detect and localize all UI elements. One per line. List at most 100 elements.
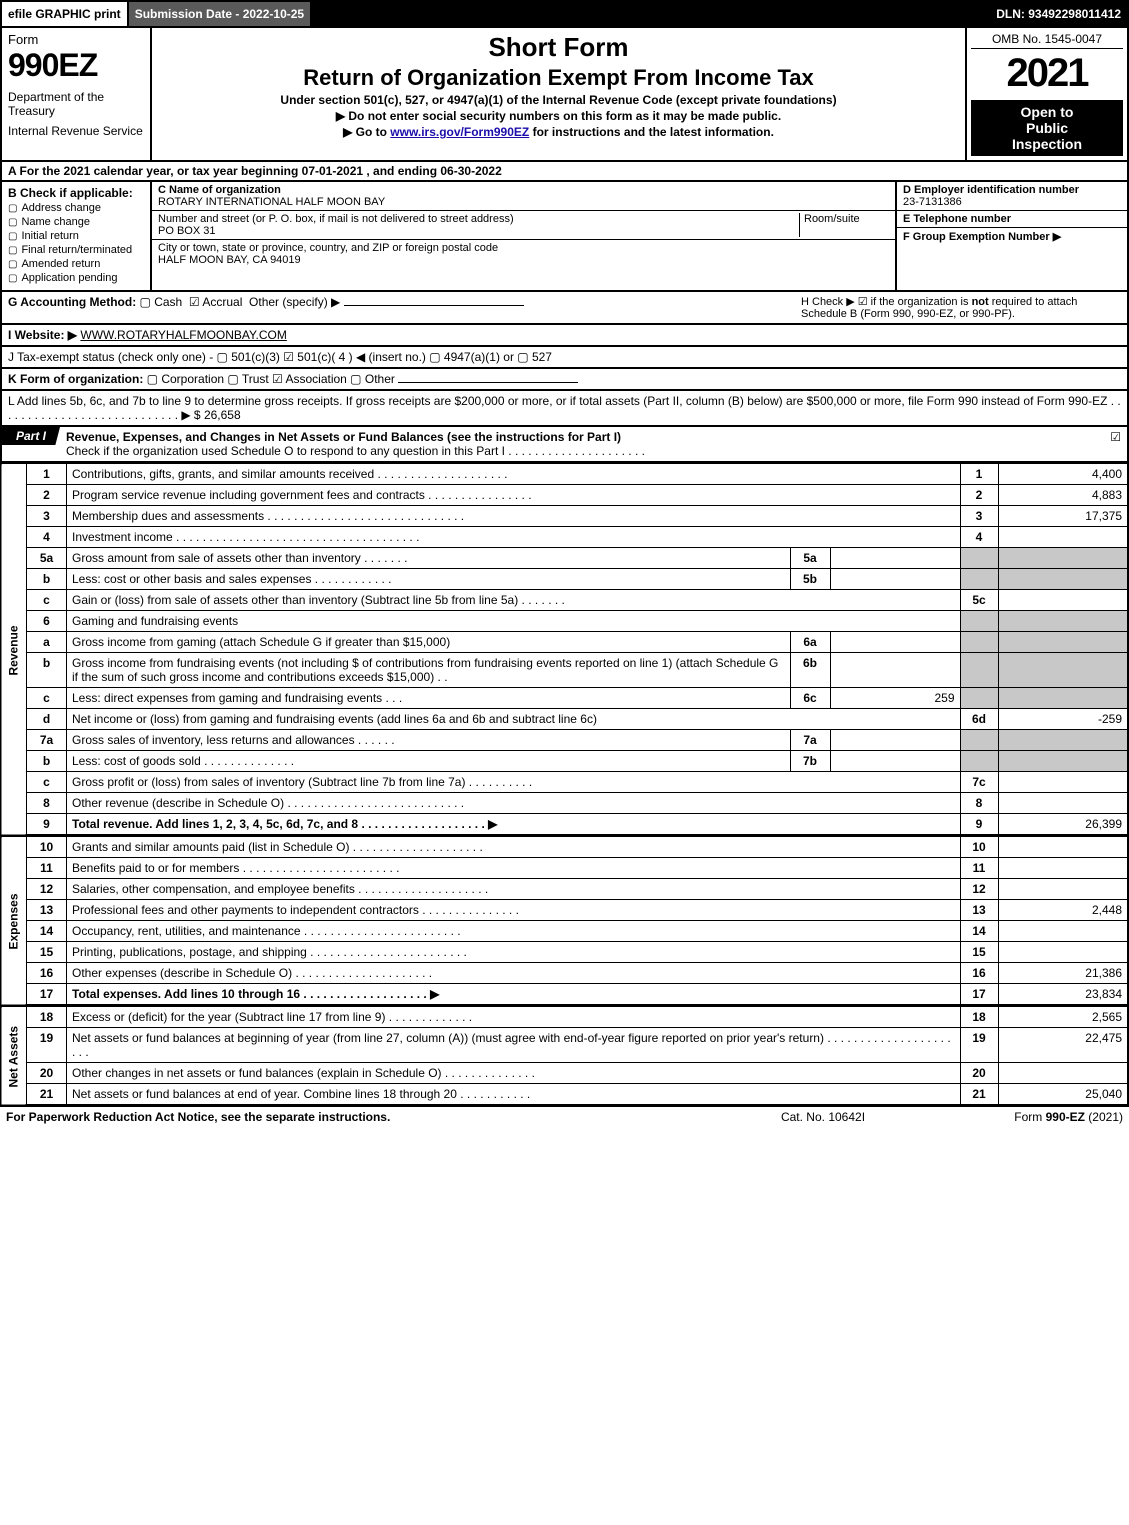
line-desc: Contributions, gifts, grants, and simila…	[67, 464, 961, 485]
amount	[998, 837, 1128, 858]
num-col: 5c	[960, 590, 998, 611]
line-desc: Net income or (loss) from gaming and fun…	[67, 709, 961, 730]
part1-header-row: Part I Revenue, Expenses, and Changes in…	[0, 427, 1129, 463]
part1-checkbox[interactable]: ☑	[1104, 427, 1127, 447]
line-number: 6	[27, 611, 67, 632]
num-col: 11	[960, 858, 998, 879]
c-street-cell: Number and street (or P. O. box, if mail…	[152, 211, 895, 240]
g-other-blank[interactable]	[344, 305, 524, 306]
f-cell: F Group Exemption Number ▶	[897, 228, 1127, 290]
row-l: L Add lines 5b, 6c, and 7b to line 9 to …	[0, 391, 1129, 427]
amount	[998, 858, 1128, 879]
sub-number: 6b	[790, 653, 830, 688]
line-row: 2Program service revenue including gover…	[1, 485, 1128, 506]
line-desc: Membership dues and assessments . . . . …	[67, 506, 961, 527]
line-desc: Net assets or fund balances at beginning…	[67, 1028, 961, 1063]
line-number: 3	[27, 506, 67, 527]
line-number: 12	[27, 879, 67, 900]
chk-application-pending[interactable]: Application pending	[8, 272, 144, 284]
submission-date: Submission Date - 2022-10-25	[129, 2, 312, 26]
room-label: Room/suite	[804, 213, 860, 225]
line-number: d	[27, 709, 67, 730]
line-number: 21	[27, 1084, 67, 1106]
line-desc: Gross income from fundraising events (no…	[67, 653, 791, 688]
sub-value	[830, 730, 960, 751]
num-col: 18	[960, 1007, 998, 1028]
sub-value	[830, 653, 960, 688]
num-col: 6d	[960, 709, 998, 730]
line-number: 1	[27, 464, 67, 485]
c-city-cell: City or town, state or province, country…	[152, 240, 895, 268]
num-col-grey	[960, 688, 998, 709]
g-accrual[interactable]: Accrual	[189, 295, 242, 309]
inspect2: Public	[973, 120, 1121, 136]
line-desc: Investment income . . . . . . . . . . . …	[67, 527, 961, 548]
h-check: H Check ▶ ☑ if the organization is not r…	[791, 295, 1121, 320]
chk-initial-return[interactable]: Initial return	[8, 230, 144, 242]
amount: 2,565	[998, 1007, 1128, 1028]
line-number: 4	[27, 527, 67, 548]
amount	[998, 942, 1128, 963]
topbar: efile GRAPHIC print Submission Date - 20…	[0, 0, 1129, 28]
g-other[interactable]: Other (specify) ▶	[249, 295, 340, 309]
j-text: J Tax-exempt status (check only one) - ▢…	[8, 350, 552, 364]
org-name: ROTARY INTERNATIONAL HALF MOON BAY	[158, 196, 385, 208]
line-number: 14	[27, 921, 67, 942]
sub1: Under section 501(c), 527, or 4947(a)(1)…	[162, 93, 955, 107]
revenue-table: Revenue1Contributions, gifts, grants, an…	[0, 463, 1129, 836]
line-row: 21Net assets or fund balances at end of …	[1, 1084, 1128, 1106]
website-value[interactable]: WWW.ROTARYHALFMOONBAY.COM	[80, 328, 286, 342]
num-col: 14	[960, 921, 998, 942]
side-label: Net Assets	[1, 1007, 27, 1106]
num-col: 8	[960, 793, 998, 814]
line-number: b	[27, 751, 67, 772]
e-cell: E Telephone number	[897, 211, 1127, 228]
amount-grey	[998, 688, 1128, 709]
num-col: 10	[960, 837, 998, 858]
chk-amended-return[interactable]: Amended return	[8, 258, 144, 270]
chk-name-change[interactable]: Name change	[8, 216, 144, 228]
form-header: Form 990EZ Department of the Treasury In…	[0, 28, 1129, 162]
chk-final-return[interactable]: Final return/terminated	[8, 244, 144, 256]
line-row: cGain or (loss) from sale of assets othe…	[1, 590, 1128, 611]
k-other-blank[interactable]	[398, 382, 578, 383]
netassets-table: Net Assets18Excess or (deficit) for the …	[0, 1006, 1129, 1106]
line-number: c	[27, 590, 67, 611]
line-a: A For the 2021 calendar year, or tax yea…	[0, 162, 1129, 182]
num-col-grey	[960, 569, 998, 590]
line-row: Expenses10Grants and similar amounts pai…	[1, 837, 1128, 858]
line-row: bGross income from fundraising events (n…	[1, 653, 1128, 688]
chk-address-change[interactable]: Address change	[8, 202, 144, 214]
num-col: 15	[960, 942, 998, 963]
street-label: Number and street (or P. O. box, if mail…	[158, 213, 514, 225]
line-row: aGross income from gaming (attach Schedu…	[1, 632, 1128, 653]
sub2: ▶ Do not enter social security numbers o…	[162, 109, 955, 123]
line-row: 17Total expenses. Add lines 10 through 1…	[1, 984, 1128, 1006]
g-cash[interactable]: Cash	[140, 295, 183, 309]
form-number: 990EZ	[8, 47, 144, 84]
irs-link[interactable]: www.irs.gov/Form990EZ	[390, 125, 529, 139]
amount	[998, 590, 1128, 611]
line-number: 20	[27, 1063, 67, 1084]
header-right: OMB No. 1545-0047 2021 Open to Public In…	[967, 28, 1127, 160]
line-row: dNet income or (loss) from gaming and fu…	[1, 709, 1128, 730]
line-desc: Professional fees and other payments to …	[67, 900, 961, 921]
header-center: Short Form Return of Organization Exempt…	[152, 28, 967, 160]
col-def: D Employer identification number 23-7131…	[897, 182, 1127, 290]
line-row: 3Membership dues and assessments . . . .…	[1, 506, 1128, 527]
block-bcdef: B Check if applicable: Address change Na…	[0, 182, 1129, 292]
line-desc: Grants and similar amounts paid (list in…	[67, 837, 961, 858]
footer-right-post: (2021)	[1085, 1110, 1123, 1124]
efile-print[interactable]: efile GRAPHIC print	[2, 2, 129, 26]
sub-number: 5a	[790, 548, 830, 569]
amount-grey	[998, 569, 1128, 590]
line-number: 16	[27, 963, 67, 984]
d-label: D Employer identification number	[903, 184, 1079, 196]
line-desc: Gross income from gaming (attach Schedul…	[67, 632, 791, 653]
line-number: 11	[27, 858, 67, 879]
amount	[998, 772, 1128, 793]
num-col-grey	[960, 653, 998, 688]
amount: 17,375	[998, 506, 1128, 527]
sub-number: 7a	[790, 730, 830, 751]
line-number: 7a	[27, 730, 67, 751]
